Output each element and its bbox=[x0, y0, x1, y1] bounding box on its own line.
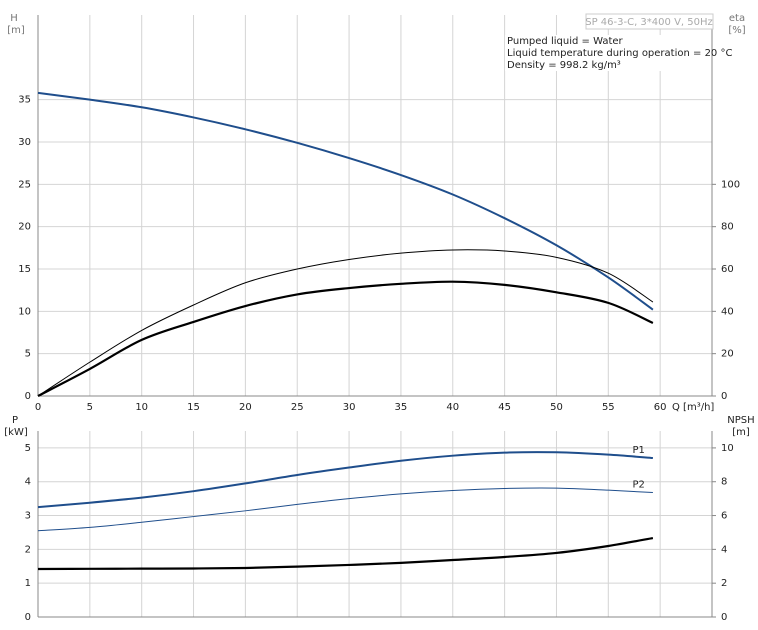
y-tick-label: 1 bbox=[25, 578, 31, 589]
y-tick-label: 4 bbox=[25, 477, 31, 488]
x-tick-label: 35 bbox=[395, 402, 408, 413]
series-label: P2 bbox=[632, 480, 644, 491]
x-tick-label: 60 bbox=[654, 402, 667, 413]
y2-tick-label: 8 bbox=[721, 477, 727, 488]
x-tick-label: 30 bbox=[343, 402, 356, 413]
y2-tick-label: 60 bbox=[721, 264, 734, 275]
y2-tick-label: 10 bbox=[721, 443, 734, 454]
annotation-bg bbox=[505, 47, 711, 59]
y-tick-label: 35 bbox=[18, 95, 31, 106]
y2-tick-label: 0 bbox=[721, 391, 727, 402]
y2-tick-label: 6 bbox=[721, 511, 727, 522]
y-tick-label: 0 bbox=[25, 612, 31, 623]
y-tick-label: 5 bbox=[25, 443, 31, 454]
y2-axis-label: eta bbox=[729, 13, 745, 24]
series-label: P1 bbox=[632, 445, 644, 456]
y-axis-label: P bbox=[12, 415, 18, 426]
y-tick-label: 2 bbox=[25, 544, 31, 555]
x-tick-label: 55 bbox=[602, 402, 615, 413]
y2-tick-label: 80 bbox=[721, 222, 734, 233]
y2-axis-label: NPSH bbox=[727, 415, 754, 426]
series-line bbox=[37, 451, 653, 509]
series-line bbox=[37, 280, 654, 397]
y2-axis-unit: [%] bbox=[728, 25, 745, 36]
series-line bbox=[37, 487, 653, 532]
annotation-bg bbox=[505, 59, 711, 71]
annotation-bg bbox=[505, 35, 711, 47]
y2-tick-label: 20 bbox=[721, 349, 734, 360]
annotation: Liquid temperature during operation = 20… bbox=[507, 48, 732, 59]
title-box bbox=[585, 13, 714, 30]
y-tick-label: 10 bbox=[18, 306, 31, 317]
x-tick-label: 5 bbox=[87, 402, 93, 413]
y2-tick-label: 4 bbox=[721, 544, 727, 555]
x-tick-label: 40 bbox=[446, 402, 459, 413]
series-line bbox=[37, 249, 654, 397]
y2-tick-label: 100 bbox=[721, 179, 740, 190]
y2-tick-label: 2 bbox=[721, 578, 727, 589]
x-tick-label: 0 bbox=[35, 402, 41, 413]
x-tick-label: 25 bbox=[291, 402, 304, 413]
y-axis-label: H bbox=[10, 13, 18, 24]
x-tick-label: 20 bbox=[239, 402, 252, 413]
y-tick-label: 30 bbox=[18, 137, 31, 148]
x-axis-label: Q [m³/h] bbox=[672, 402, 714, 413]
chart-title: SP 46-3-C, 3*400 V, 50Hz bbox=[585, 17, 713, 28]
x-tick-label: 15 bbox=[187, 402, 200, 413]
y-tick-label: 3 bbox=[25, 511, 31, 522]
y2-tick-label: 0 bbox=[721, 612, 727, 623]
y-tick-label: 25 bbox=[18, 179, 31, 190]
x-tick-label: 50 bbox=[550, 402, 563, 413]
series-line bbox=[37, 91, 654, 311]
annotation: Pumped liquid = Water bbox=[507, 36, 624, 47]
annotation: Density = 998.2 kg/m³ bbox=[507, 60, 621, 71]
y2-axis-unit: [m] bbox=[732, 427, 750, 438]
y-tick-label: 5 bbox=[25, 349, 31, 360]
y2-tick-label: 40 bbox=[721, 306, 734, 317]
y-tick-label: 0 bbox=[25, 391, 31, 402]
x-tick-label: 10 bbox=[135, 402, 148, 413]
y-tick-label: 15 bbox=[18, 264, 31, 275]
x-tick-label: 45 bbox=[498, 402, 511, 413]
y-axis-unit: [kW] bbox=[4, 427, 28, 438]
series-line bbox=[37, 536, 654, 571]
y-axis-unit: [m] bbox=[7, 25, 25, 36]
y-tick-label: 20 bbox=[18, 222, 31, 233]
